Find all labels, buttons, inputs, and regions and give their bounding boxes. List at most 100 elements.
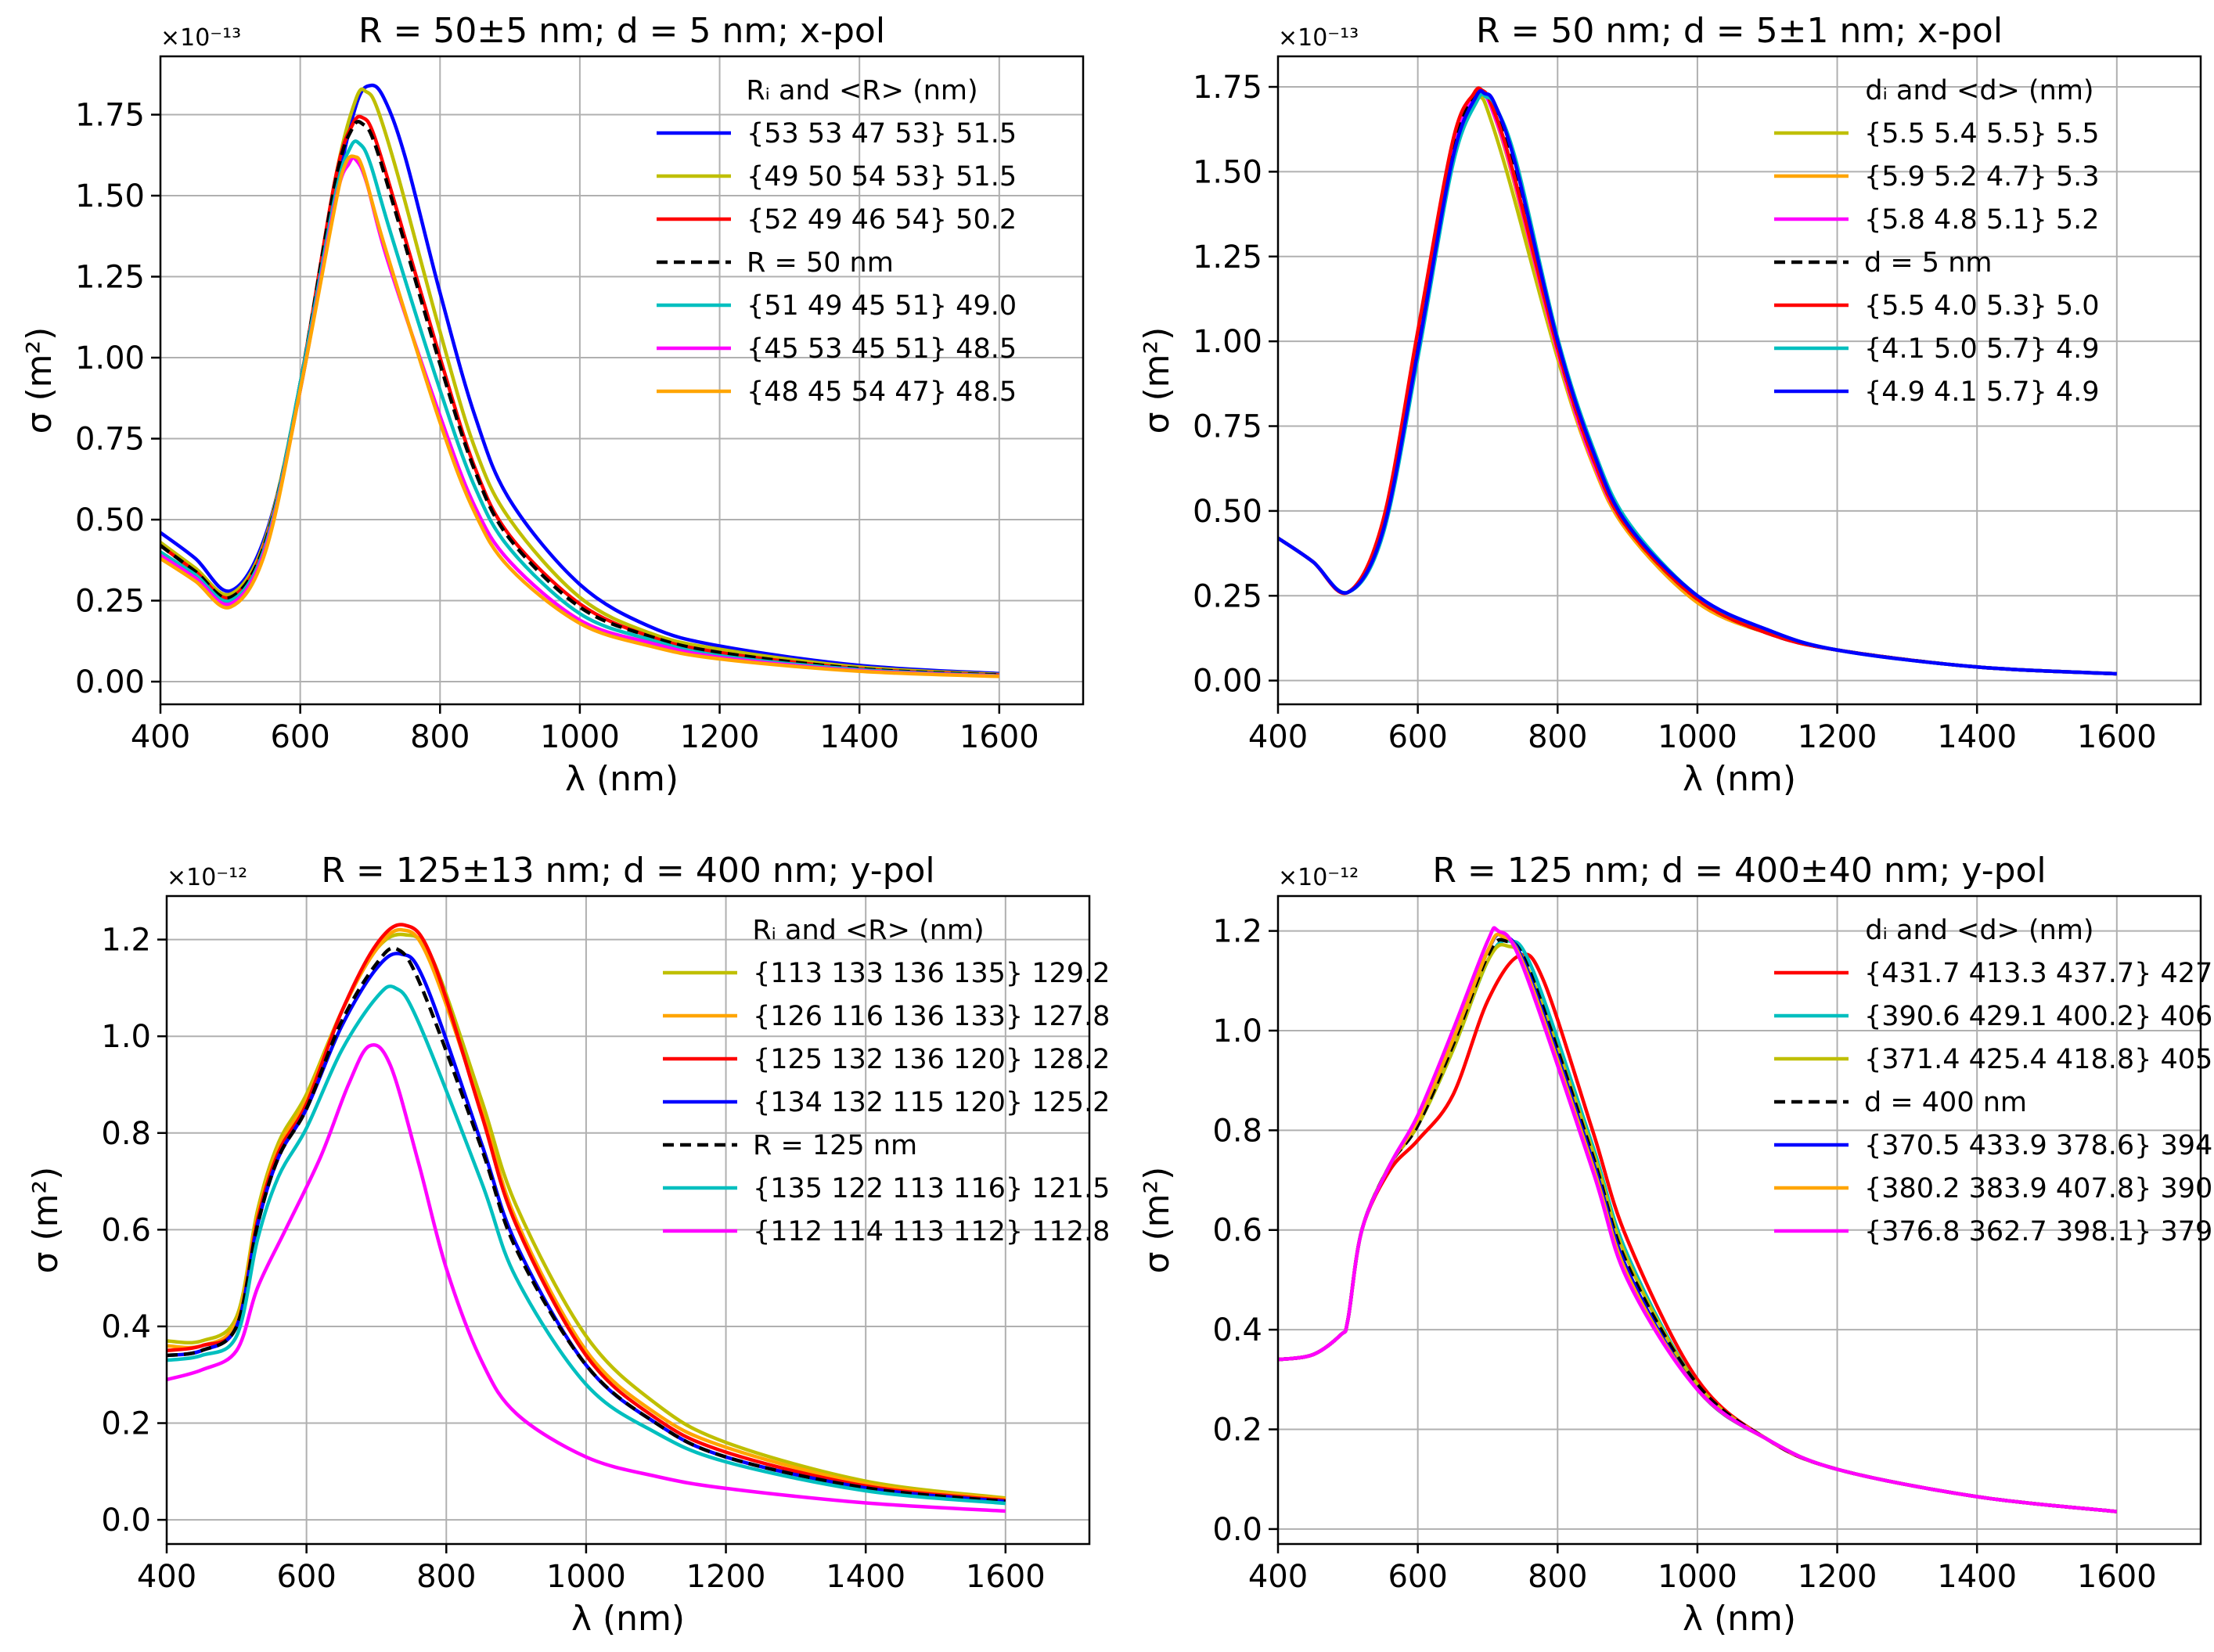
y-tick-label: 0.75 bbox=[1193, 409, 1262, 445]
legend-label: {371.4 425.4 418.8} 405.2 bbox=[1864, 1044, 2214, 1075]
x-tick-label: 1200 bbox=[1798, 719, 1877, 755]
series-lines bbox=[1278, 86, 2117, 676]
legend-title: Rᵢ and <R> (nm) bbox=[752, 915, 984, 946]
x-tick-label: 1000 bbox=[1658, 719, 1737, 755]
x-tick-label: 800 bbox=[416, 1559, 476, 1595]
x-tick-label: 1400 bbox=[1937, 1559, 2017, 1595]
y-tick-label: 1.00 bbox=[75, 340, 145, 376]
legend-item: {45 53 45 51} 48.5 bbox=[657, 333, 1017, 365]
x-tick-label: 1200 bbox=[1798, 1559, 1877, 1595]
y-tick-label: 0.4 bbox=[101, 1309, 151, 1345]
y-tick-label: 0.0 bbox=[101, 1503, 151, 1539]
y-tick-label: 1.75 bbox=[75, 98, 145, 134]
axes-frame bbox=[165, 894, 1091, 1546]
legend: dᵢ and <d> (nm) {5.5 5.4 5.5} 5.5 {5.9 5.2… bbox=[1774, 75, 2100, 408]
y-tick-label: 0.0 bbox=[1212, 1512, 1262, 1548]
legend-item: {125 132 136 120} 128.2 bbox=[663, 1044, 1110, 1075]
legend-label: {125 132 136 120} 128.2 bbox=[753, 1044, 1110, 1075]
y-axis-label: σ (m²) bbox=[1137, 327, 1177, 434]
legend-item: {126 116 136 133} 127.8 bbox=[663, 1001, 1110, 1032]
legend-item: {5.9 5.2 4.7} 5.3 bbox=[1774, 161, 2100, 193]
legend: dᵢ and <d> (nm) {431.7 413.3 437.7} 427.6… bbox=[1774, 915, 2214, 1247]
axes-frame bbox=[159, 55, 1085, 706]
x-axis-label: λ (nm) bbox=[565, 759, 679, 799]
y-tick-label: 0.25 bbox=[1193, 578, 1262, 614]
y-axis-label: σ (m²) bbox=[20, 327, 59, 434]
series-line-112-114-113-112-112-8 bbox=[167, 1042, 1006, 1513]
legend-item: {4.1 5.0 5.7} 4.9 bbox=[1774, 333, 2100, 365]
legend-title: dᵢ and <d> (nm) bbox=[1865, 75, 2093, 106]
chart-title: R = 50±5 nm; d = 5 nm; x-pol bbox=[358, 11, 885, 51]
legend-label: {5.5 4.0 5.3} 5.0 bbox=[1864, 290, 2100, 322]
x-axis-label: λ (nm) bbox=[1683, 1599, 1796, 1639]
offset-text: ×10⁻¹³ bbox=[1278, 24, 1359, 52]
y-tick-label: 1.50 bbox=[1193, 154, 1262, 190]
x-tick-label: 600 bbox=[270, 719, 329, 755]
legend-label: {431.7 413.3 437.7} 427.6 bbox=[1864, 958, 2214, 989]
legend-label: {380.2 383.9 407.8} 390.6 bbox=[1864, 1173, 2214, 1204]
series-line-135-122-113-116-121-5 bbox=[167, 984, 1006, 1506]
legend-label: {112 114 113 112} 112.8 bbox=[753, 1216, 1110, 1247]
legend-item: {52 49 46 54} 50.2 bbox=[657, 204, 1017, 236]
chart-panel-top-left: 400 600 800 1000 1200 1400 1600 0.00 0.25 0.50 0.7… bbox=[20, 11, 1085, 799]
y-tick-label: 1.25 bbox=[1193, 239, 1262, 275]
offset-text: ×10⁻¹² bbox=[167, 864, 247, 891]
x-tick-label: 1400 bbox=[1937, 719, 2017, 755]
legend-label: {5.8 4.8 5.1} 5.2 bbox=[1864, 204, 2100, 236]
series-line-134-132-115-120-125-2 bbox=[167, 952, 1006, 1503]
y-tick-label: 1.25 bbox=[75, 260, 145, 296]
y-tick-label: 0.6 bbox=[101, 1212, 151, 1248]
y-tick-label: 0.00 bbox=[75, 664, 145, 700]
x-tick-label: 400 bbox=[1248, 719, 1308, 755]
legend-item: R = 125 nm bbox=[663, 1130, 917, 1161]
x-tick-label: 1400 bbox=[826, 1559, 905, 1595]
legend-label: {370.5 433.9 378.6} 394.3 bbox=[1864, 1130, 2214, 1161]
legend-label: {45 53 45 51} 48.5 bbox=[747, 333, 1017, 365]
series-line-376-8-362-7-398-1-379-2 bbox=[1278, 926, 2118, 1513]
legend-item: {48 45 54 47} 48.5 bbox=[657, 376, 1017, 408]
legend-label: {53 53 47 53} 51.5 bbox=[747, 118, 1017, 149]
y-tick-label: 1.0 bbox=[1212, 1013, 1262, 1049]
chart-title: R = 125 nm; d = 400±40 nm; y-pol bbox=[1432, 851, 2046, 891]
x-tick-label: 400 bbox=[1248, 1559, 1308, 1595]
y-tick-label: 0.75 bbox=[75, 422, 145, 458]
axes-frame bbox=[1276, 894, 2202, 1546]
x-tick-label: 400 bbox=[137, 1559, 196, 1595]
x-tick-label: 1600 bbox=[2077, 1559, 2157, 1595]
x-tick-label: 1000 bbox=[1658, 1559, 1737, 1595]
legend-title: Rᵢ and <R> (nm) bbox=[746, 75, 977, 106]
legend-item: {371.4 425.4 418.8} 405.2 bbox=[1774, 1044, 2214, 1075]
series-line-48-45-54-47-48-5 bbox=[160, 154, 999, 678]
series-lines bbox=[1278, 926, 2118, 1513]
y-tick-label: 0.8 bbox=[1212, 1113, 1262, 1149]
x-axis-label: λ (nm) bbox=[571, 1599, 685, 1639]
x-tick-label: 1200 bbox=[686, 1559, 766, 1595]
grid bbox=[160, 56, 1083, 704]
legend-label: {49 50 54 53} 51.5 bbox=[747, 161, 1017, 193]
legend-item: {53 53 47 53} 51.5 bbox=[657, 118, 1017, 149]
offset-text: ×10⁻¹² bbox=[1278, 864, 1359, 891]
legend-label: {4.1 5.0 5.7} 4.9 bbox=[1864, 333, 2100, 365]
x-tick-label: 800 bbox=[410, 719, 470, 755]
x-tick-label: 600 bbox=[1388, 719, 1447, 755]
x-tick-label: 600 bbox=[1388, 1559, 1447, 1595]
legend-item: d = 5 nm bbox=[1774, 247, 1992, 279]
legend-label: {134 132 115 120} 125.2 bbox=[753, 1087, 1110, 1118]
chart-title: R = 50 nm; d = 5±1 nm; x-pol bbox=[1476, 11, 2003, 51]
legend-item: {380.2 383.9 407.8} 390.6 bbox=[1774, 1173, 2214, 1204]
x-tick-label: 1600 bbox=[959, 719, 1039, 755]
legend-label: {390.6 429.1 400.2} 406.6 bbox=[1864, 1001, 2214, 1032]
legend-item: d = 400 nm bbox=[1774, 1087, 2027, 1118]
y-tick-label: 1.0 bbox=[101, 1019, 151, 1055]
legend-item: {5.5 4.0 5.3} 5.0 bbox=[1774, 290, 2100, 322]
legend-label: {126 116 136 133} 127.8 bbox=[753, 1001, 1110, 1032]
x-axis-label: λ (nm) bbox=[1683, 759, 1796, 799]
y-tick-label: 0.50 bbox=[1193, 494, 1262, 530]
legend-label: {5.5 5.4 5.5} 5.5 bbox=[1864, 118, 2100, 149]
y-axis-label: σ (m²) bbox=[1137, 1167, 1177, 1274]
chart-panel-bottom-left: 400 600 800 1000 1200 1400 1600 0.0 0.2 0.4 0.6 0.8… bbox=[26, 851, 1110, 1639]
x-tick-label: 800 bbox=[1528, 719, 1587, 755]
y-tick-label: 0.00 bbox=[1193, 664, 1262, 700]
chart-panel-top-right: 400 600 800 1000 1200 1400 1600 0.00 0.25 0.50 0.7… bbox=[1137, 11, 2202, 799]
x-tick-label: 1200 bbox=[680, 719, 760, 755]
